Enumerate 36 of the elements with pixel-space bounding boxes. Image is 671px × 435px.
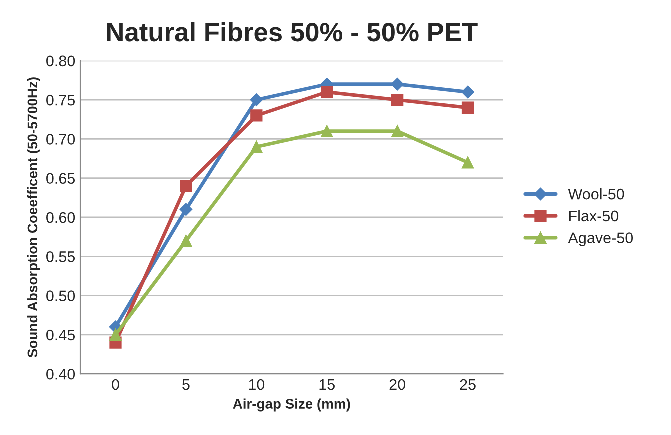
point	[462, 156, 474, 169]
point	[321, 125, 334, 138]
x-tick-label: 25	[460, 379, 476, 390]
y-tick-label: 0.40	[46, 368, 76, 380]
point	[321, 86, 334, 98]
y-tick-label: 0.50	[46, 290, 76, 302]
point	[250, 94, 264, 106]
legend-label: Wool-50	[568, 188, 624, 200]
legend-label: Flax-50	[569, 210, 619, 222]
point	[250, 140, 263, 154]
legend-label: Agave-50	[568, 232, 634, 246]
point	[180, 234, 192, 248]
y-tick-label: 0.55	[46, 252, 76, 262]
y-tick-label: 0.65	[46, 173, 76, 184]
x-tick-label: 15	[320, 380, 335, 390]
y-tick-label: 0.80	[46, 56, 76, 67]
y-tick-label: 0.45	[46, 330, 76, 341]
point	[391, 125, 404, 138]
point	[180, 180, 192, 192]
chart-title: Natural Fibres 50% - 50% PET	[107, 22, 478, 42]
point	[180, 203, 193, 216]
y-tick-label: 0.70	[46, 134, 76, 145]
y-tick-label: 0.75	[46, 94, 76, 106]
point	[391, 78, 404, 91]
x-tick-label: 0	[112, 379, 120, 390]
x-tick-label: 10	[249, 379, 265, 390]
x-tick-label: 5	[182, 380, 190, 390]
point	[391, 94, 404, 106]
point	[110, 328, 122, 342]
point	[462, 102, 474, 114]
y-tick-label: 0.60	[46, 212, 76, 224]
x-tick-label: 20	[390, 379, 406, 390]
y-axis-title: Sound Absorption Coeefficent (50-5700Hz)	[27, 78, 40, 358]
point	[250, 110, 263, 122]
x-axis-title: Air-gap Size (mm)	[233, 398, 350, 412]
point	[462, 86, 474, 99]
